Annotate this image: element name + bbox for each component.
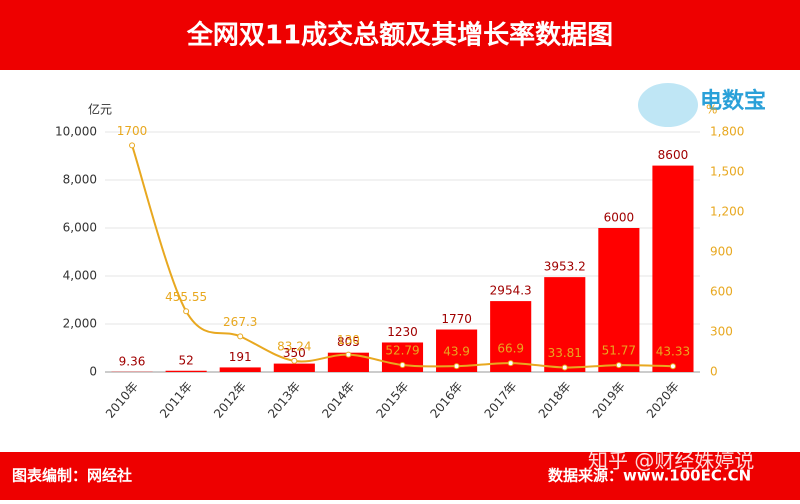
y-tick-label: 4,000 xyxy=(63,269,97,283)
x-tick-label: 2019年 xyxy=(590,379,628,421)
x-tick-label: 2013年 xyxy=(265,379,303,421)
x-tick-label: 2015年 xyxy=(373,379,411,421)
rate-point xyxy=(562,365,567,370)
rate-point xyxy=(346,352,351,357)
y2-tick-label: 1,800 xyxy=(710,125,744,139)
x-tick-label: 2016年 xyxy=(427,379,465,421)
y2-tick-label: 600 xyxy=(710,285,733,299)
rate-value-label: 1700 xyxy=(117,124,148,138)
x-tick-label: 2014年 xyxy=(319,379,357,421)
rate-point xyxy=(454,364,459,369)
rate-point xyxy=(400,362,405,367)
rate-point xyxy=(292,358,297,363)
x-tick-label: 2017年 xyxy=(482,379,520,421)
watermark: 知乎 @财经姝婷说 xyxy=(588,449,754,473)
x-tick-label: 2011年 xyxy=(157,379,195,421)
bar-value-label: 6000 xyxy=(604,211,635,225)
bar-value-label: 52 xyxy=(178,353,193,367)
x-tick-label: 2012年 xyxy=(211,379,249,421)
y2-tick-label: 0 xyxy=(710,365,718,379)
bar-value-label: 1230 xyxy=(387,325,418,339)
y2-tick-label: 1,200 xyxy=(710,205,744,219)
rate-point xyxy=(238,334,243,339)
rate-value-label: 33.81 xyxy=(548,346,582,360)
x-tick-label: 2010年 xyxy=(103,379,141,421)
rate-value-label: 130 xyxy=(337,333,360,347)
y2-tick-label: 900 xyxy=(710,245,733,259)
rate-value-label: 43.9 xyxy=(443,345,470,359)
bar-value-label: 2954.3 xyxy=(490,284,532,298)
logo-cloud xyxy=(638,83,698,127)
y2-tick-label: 300 xyxy=(710,325,733,339)
bar-value-label: 191 xyxy=(229,350,252,364)
bar-value-label: 1770 xyxy=(441,312,472,326)
y2-axis-unit: % xyxy=(706,103,717,117)
bar-value-label: 3953.2 xyxy=(544,260,586,274)
bar xyxy=(274,364,315,372)
rate-value-label: 455.55 xyxy=(165,290,207,304)
bar xyxy=(652,166,693,372)
footer-left: 图表编制：网经社 xyxy=(12,467,132,485)
rate-value-label: 51.77 xyxy=(602,344,636,358)
y-tick-label: 2,000 xyxy=(63,317,97,331)
rate-point xyxy=(130,143,135,148)
rate-value-label: 66.9 xyxy=(497,342,524,356)
rate-point xyxy=(184,309,189,314)
rate-point xyxy=(616,363,621,368)
rate-point xyxy=(670,364,675,369)
bar-value-label: 8600 xyxy=(658,148,689,162)
y-tick-label: 6,000 xyxy=(63,221,97,235)
bar xyxy=(166,371,207,372)
rate-value-label: 267.3 xyxy=(223,315,257,329)
rate-value-label: 52.79 xyxy=(385,343,419,357)
x-tick-label: 2018年 xyxy=(536,379,574,421)
y2-tick-label: 1,500 xyxy=(710,165,744,179)
y-tick-label: 0 xyxy=(89,365,97,379)
bar xyxy=(220,367,261,372)
x-tick-label: 2020年 xyxy=(644,379,682,421)
rate-point xyxy=(508,361,513,366)
chart-title: 全网双11成交总额及其增长率数据图 xyxy=(186,20,613,51)
y-axis-unit: 亿元 xyxy=(88,102,112,117)
bar-value-label: 9.36 xyxy=(119,354,146,368)
rate-value-label: 43.33 xyxy=(656,345,690,359)
y-tick-label: 10,000 xyxy=(55,125,97,139)
rate-value-label: 83.24 xyxy=(277,339,311,353)
y-tick-label: 8,000 xyxy=(63,173,97,187)
